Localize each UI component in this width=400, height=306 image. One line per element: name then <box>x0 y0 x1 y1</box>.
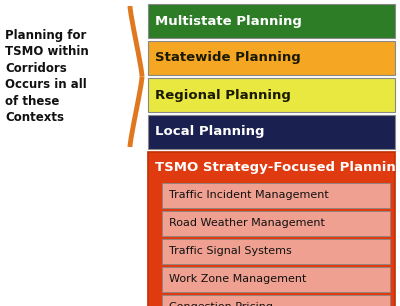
Text: Traffic Signal Systems: Traffic Signal Systems <box>169 247 292 256</box>
Text: TSMO Strategy-Focused Planning: TSMO Strategy-Focused Planning <box>155 161 400 174</box>
Text: Work Zone Management: Work Zone Management <box>169 274 306 285</box>
Bar <box>162 267 390 292</box>
Bar <box>148 41 395 75</box>
Bar <box>162 211 390 236</box>
Text: Traffic Incident Management: Traffic Incident Management <box>169 191 329 200</box>
Text: Local Planning: Local Planning <box>155 125 264 139</box>
Text: Road Weather Management: Road Weather Management <box>169 218 325 229</box>
Bar <box>148 4 395 38</box>
Bar <box>148 152 395 306</box>
Text: Regional Planning: Regional Planning <box>155 88 291 102</box>
Text: Congestion Pricing: Congestion Pricing <box>169 303 273 306</box>
Bar <box>148 115 395 149</box>
Bar <box>148 78 395 112</box>
Text: Statewide Planning: Statewide Planning <box>155 51 301 65</box>
Text: Planning for
TSMO within
Corridors
Occurs in all
of these
Contexts: Planning for TSMO within Corridors Occur… <box>5 29 89 124</box>
Bar <box>162 295 390 306</box>
Bar <box>162 239 390 264</box>
Bar <box>162 183 390 208</box>
Text: Multistate Planning: Multistate Planning <box>155 14 302 28</box>
